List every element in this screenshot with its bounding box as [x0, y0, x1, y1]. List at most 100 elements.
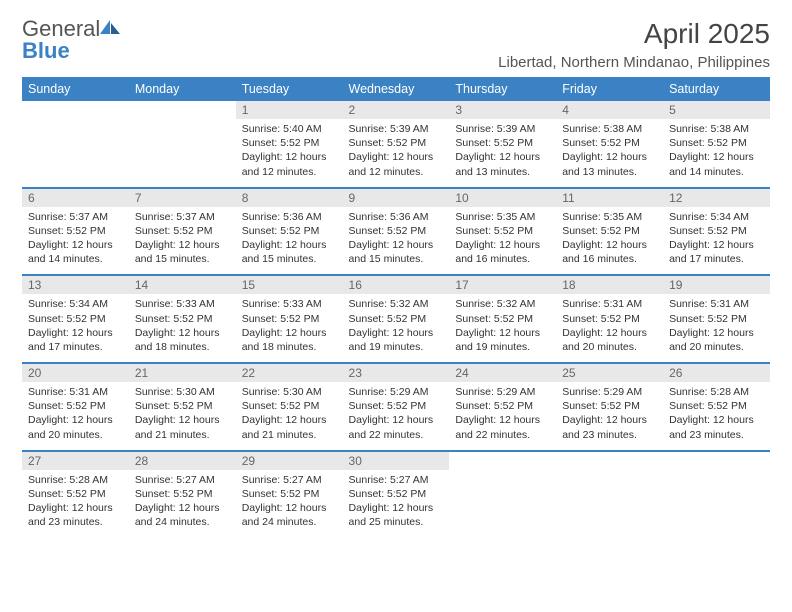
calendar-day-cell: 28Sunrise: 5:27 AMSunset: 5:52 PMDayligh… — [129, 451, 236, 538]
calendar-day-cell: 16Sunrise: 5:32 AMSunset: 5:52 PMDayligh… — [343, 275, 450, 363]
weekday-header: Thursday — [449, 77, 556, 101]
calendar-week-row: 20Sunrise: 5:31 AMSunset: 5:52 PMDayligh… — [22, 363, 770, 451]
calendar-day-cell: 29Sunrise: 5:27 AMSunset: 5:52 PMDayligh… — [236, 451, 343, 538]
day-body: Sunrise: 5:29 AMSunset: 5:52 PMDaylight:… — [343, 382, 450, 450]
calendar-day-cell: 15Sunrise: 5:33 AMSunset: 5:52 PMDayligh… — [236, 275, 343, 363]
day-number: 14 — [129, 276, 236, 294]
day-body: Sunrise: 5:39 AMSunset: 5:52 PMDaylight:… — [449, 119, 556, 187]
day-body: Sunrise: 5:37 AMSunset: 5:52 PMDaylight:… — [22, 207, 129, 275]
calendar-week-row: 13Sunrise: 5:34 AMSunset: 5:52 PMDayligh… — [22, 275, 770, 363]
day-number: 1 — [236, 101, 343, 119]
day-body: Sunrise: 5:28 AMSunset: 5:52 PMDaylight:… — [663, 382, 770, 450]
weekday-header: Sunday — [22, 77, 129, 101]
day-number: 6 — [22, 189, 129, 207]
day-body: Sunrise: 5:32 AMSunset: 5:52 PMDaylight:… — [343, 294, 450, 362]
calendar-day-cell: 13Sunrise: 5:34 AMSunset: 5:52 PMDayligh… — [22, 275, 129, 363]
day-body: Sunrise: 5:27 AMSunset: 5:52 PMDaylight:… — [129, 470, 236, 538]
day-body: Sunrise: 5:38 AMSunset: 5:52 PMDaylight:… — [663, 119, 770, 187]
day-number: 30 — [343, 452, 450, 470]
day-number: 24 — [449, 364, 556, 382]
weekday-row: SundayMondayTuesdayWednesdayThursdayFrid… — [22, 77, 770, 101]
calendar-day-cell: .. — [22, 101, 129, 188]
calendar-day-cell: 30Sunrise: 5:27 AMSunset: 5:52 PMDayligh… — [343, 451, 450, 538]
calendar-day-cell: 20Sunrise: 5:31 AMSunset: 5:52 PMDayligh… — [22, 363, 129, 451]
calendar-day-cell: .. — [663, 451, 770, 538]
page-subtitle: Libertad, Northern Mindanao, Philippines — [498, 54, 770, 71]
calendar-day-cell: 18Sunrise: 5:31 AMSunset: 5:52 PMDayligh… — [556, 275, 663, 363]
calendar-day-cell: 11Sunrise: 5:35 AMSunset: 5:52 PMDayligh… — [556, 188, 663, 276]
day-number: 8 — [236, 189, 343, 207]
day-number: 9 — [343, 189, 450, 207]
weekday-header: Wednesday — [343, 77, 450, 101]
day-number: 18 — [556, 276, 663, 294]
day-number: 13 — [22, 276, 129, 294]
day-body: Sunrise: 5:31 AMSunset: 5:52 PMDaylight:… — [663, 294, 770, 362]
calendar-day-cell: 7Sunrise: 5:37 AMSunset: 5:52 PMDaylight… — [129, 188, 236, 276]
day-number: 21 — [129, 364, 236, 382]
day-body: Sunrise: 5:33 AMSunset: 5:52 PMDaylight:… — [129, 294, 236, 362]
day-number: 19 — [663, 276, 770, 294]
day-body: Sunrise: 5:27 AMSunset: 5:52 PMDaylight:… — [236, 470, 343, 538]
day-number: 5 — [663, 101, 770, 119]
day-body: Sunrise: 5:34 AMSunset: 5:52 PMDaylight:… — [663, 207, 770, 275]
calendar-body: ....1Sunrise: 5:40 AMSunset: 5:52 PMDayl… — [22, 101, 770, 537]
calendar-day-cell: 2Sunrise: 5:39 AMSunset: 5:52 PMDaylight… — [343, 101, 450, 188]
day-number: 16 — [343, 276, 450, 294]
calendar-day-cell: 23Sunrise: 5:29 AMSunset: 5:52 PMDayligh… — [343, 363, 450, 451]
day-body: Sunrise: 5:28 AMSunset: 5:52 PMDaylight:… — [22, 470, 129, 538]
calendar-day-cell: 4Sunrise: 5:38 AMSunset: 5:52 PMDaylight… — [556, 101, 663, 188]
calendar-day-cell: 27Sunrise: 5:28 AMSunset: 5:52 PMDayligh… — [22, 451, 129, 538]
calendar-day-cell: 8Sunrise: 5:36 AMSunset: 5:52 PMDaylight… — [236, 188, 343, 276]
calendar-day-cell: 25Sunrise: 5:29 AMSunset: 5:52 PMDayligh… — [556, 363, 663, 451]
day-number: 20 — [22, 364, 129, 382]
day-body: Sunrise: 5:30 AMSunset: 5:52 PMDaylight:… — [236, 382, 343, 450]
calendar-day-cell: .. — [129, 101, 236, 188]
day-number: 15 — [236, 276, 343, 294]
day-body: Sunrise: 5:29 AMSunset: 5:52 PMDaylight:… — [449, 382, 556, 450]
day-body: Sunrise: 5:34 AMSunset: 5:52 PMDaylight:… — [22, 294, 129, 362]
calendar-day-cell: 17Sunrise: 5:32 AMSunset: 5:52 PMDayligh… — [449, 275, 556, 363]
day-body: Sunrise: 5:27 AMSunset: 5:52 PMDaylight:… — [343, 470, 450, 538]
day-body: Sunrise: 5:30 AMSunset: 5:52 PMDaylight:… — [129, 382, 236, 450]
day-body: Sunrise: 5:35 AMSunset: 5:52 PMDaylight:… — [556, 207, 663, 275]
calendar-day-cell: 22Sunrise: 5:30 AMSunset: 5:52 PMDayligh… — [236, 363, 343, 451]
day-body: Sunrise: 5:36 AMSunset: 5:52 PMDaylight:… — [343, 207, 450, 275]
weekday-header: Tuesday — [236, 77, 343, 101]
day-number: 27 — [22, 452, 129, 470]
logo-word-row: General — [22, 18, 122, 40]
weekday-header: Saturday — [663, 77, 770, 101]
calendar-day-cell: 5Sunrise: 5:38 AMSunset: 5:52 PMDaylight… — [663, 101, 770, 188]
calendar-week-row: 6Sunrise: 5:37 AMSunset: 5:52 PMDaylight… — [22, 188, 770, 276]
logo-word1: General — [22, 18, 100, 40]
calendar-day-cell: 14Sunrise: 5:33 AMSunset: 5:52 PMDayligh… — [129, 275, 236, 363]
weekday-header: Friday — [556, 77, 663, 101]
day-number: 12 — [663, 189, 770, 207]
calendar-day-cell: 10Sunrise: 5:35 AMSunset: 5:52 PMDayligh… — [449, 188, 556, 276]
day-number: 23 — [343, 364, 450, 382]
day-number: 22 — [236, 364, 343, 382]
calendar-day-cell: 26Sunrise: 5:28 AMSunset: 5:52 PMDayligh… — [663, 363, 770, 451]
calendar-day-cell: 1Sunrise: 5:40 AMSunset: 5:52 PMDaylight… — [236, 101, 343, 188]
logo-word2: Blue — [22, 40, 122, 62]
day-body: Sunrise: 5:39 AMSunset: 5:52 PMDaylight:… — [343, 119, 450, 187]
day-body: Sunrise: 5:36 AMSunset: 5:52 PMDaylight:… — [236, 207, 343, 275]
calendar-day-cell: 6Sunrise: 5:37 AMSunset: 5:52 PMDaylight… — [22, 188, 129, 276]
calendar-head: SundayMondayTuesdayWednesdayThursdayFrid… — [22, 77, 770, 101]
calendar-week-row: 27Sunrise: 5:28 AMSunset: 5:52 PMDayligh… — [22, 451, 770, 538]
day-body: Sunrise: 5:38 AMSunset: 5:52 PMDaylight:… — [556, 119, 663, 187]
day-body: Sunrise: 5:35 AMSunset: 5:52 PMDaylight:… — [449, 207, 556, 275]
calendar-day-cell: 12Sunrise: 5:34 AMSunset: 5:52 PMDayligh… — [663, 188, 770, 276]
day-number: 7 — [129, 189, 236, 207]
title-block: April 2025 Libertad, Northern Mindanao, … — [498, 18, 770, 71]
day-body: Sunrise: 5:32 AMSunset: 5:52 PMDaylight:… — [449, 294, 556, 362]
page-title: April 2025 — [498, 18, 770, 50]
day-number: 11 — [556, 189, 663, 207]
calendar-day-cell: 3Sunrise: 5:39 AMSunset: 5:52 PMDaylight… — [449, 101, 556, 188]
day-body: Sunrise: 5:31 AMSunset: 5:52 PMDaylight:… — [22, 382, 129, 450]
day-number: 26 — [663, 364, 770, 382]
calendar-day-cell: 19Sunrise: 5:31 AMSunset: 5:52 PMDayligh… — [663, 275, 770, 363]
calendar-day-cell: .. — [449, 451, 556, 538]
day-body: Sunrise: 5:33 AMSunset: 5:52 PMDaylight:… — [236, 294, 343, 362]
header: General Blue April 2025 Libertad, Northe… — [22, 18, 770, 71]
day-number: 28 — [129, 452, 236, 470]
